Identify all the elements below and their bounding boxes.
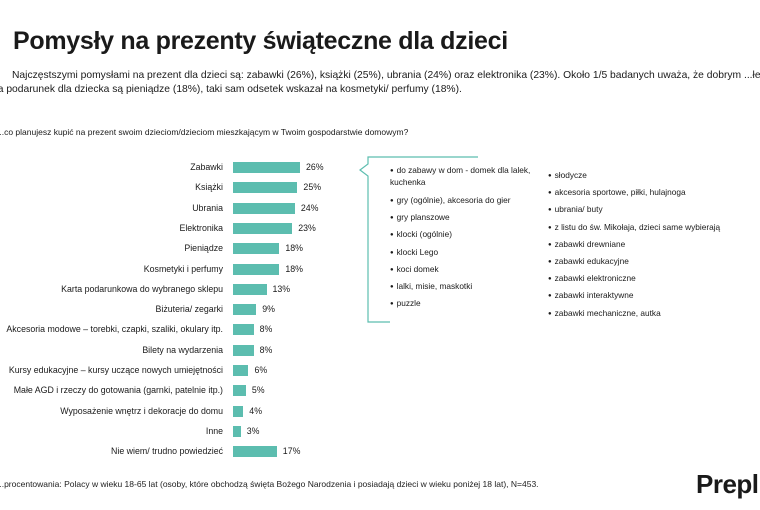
chart-row: Zabawki 26%	[0, 160, 360, 174]
chart-row: Pieniądze 18%	[0, 241, 360, 255]
value-label: 24%	[300, 202, 319, 213]
bar	[233, 243, 280, 255]
category-label: Książki	[195, 182, 223, 193]
bar	[233, 344, 254, 356]
detail-item: gry (ogólnie), akcesoria do gier	[390, 192, 545, 209]
bar	[233, 202, 295, 214]
value-label: 3%	[246, 425, 260, 436]
detail-item: zabawki interaktywne	[548, 287, 720, 304]
detail-item: gry planszowe	[390, 209, 545, 226]
details-column-1: do zabawy w dom - domek dla lalek, kuche…	[390, 165, 545, 312]
value-label: 8%	[259, 344, 273, 355]
category-label: Elektronika	[179, 222, 223, 233]
chart-row: Biżuteria/ zegarki 9%	[0, 302, 360, 316]
chart-row: Małe AGD i rzeczy do gotowania (garnki, …	[0, 383, 360, 397]
bar	[233, 425, 241, 437]
detail-item: zabawki elektroniczne	[548, 270, 720, 287]
survey-question: ...co planujesz kupić na prezent swoim d…	[0, 127, 409, 137]
category-label: Kursy edukacyjne – kursy uczące nowych u…	[8, 365, 223, 375]
category-label: Ubrania	[192, 202, 223, 213]
bar	[233, 324, 254, 336]
footnote: ...procentowania: Polacy w wieku 18-65 l…	[0, 479, 539, 489]
detail-item: klocki (ogólnie)	[390, 226, 545, 243]
category-label: Karta podarunkowa do wybranego sklepu	[61, 283, 223, 294]
value-label: 9%	[262, 304, 275, 315]
detail-item: słodycze	[548, 167, 720, 184]
value-label: 26%	[306, 162, 324, 172]
detail-item: akcesoria sportowe, piłki, hulajnoga	[548, 184, 720, 201]
bar	[233, 222, 293, 234]
details-column-2: słodycze akcesoria sportowe, piłki, hula…	[548, 167, 721, 322]
detail-item: do zabawy w dom - domek dla lalek, kuche…	[390, 165, 545, 188]
bar	[233, 385, 246, 397]
value-label: 18%	[285, 243, 303, 254]
page-title: Pomysły na prezenty świąteczne dla dziec…	[13, 27, 508, 55]
bar	[233, 405, 244, 417]
brand-logo: Prepl	[696, 469, 759, 499]
detail-item: zabawki mechaniczne, autka	[548, 305, 720, 322]
bar	[233, 182, 298, 194]
bar	[233, 304, 257, 316]
chart-row: Kosmetyki i perfumy 18%	[0, 262, 360, 276]
chart-row: Książki 25%	[0, 180, 360, 194]
bar	[233, 365, 249, 376]
chart-row: Bilety na wydarzenia 8%	[0, 343, 360, 357]
category-label: Kosmetyki i perfumy	[143, 263, 223, 274]
chart-row: Kursy edukacyjne – kursy uczące nowych u…	[0, 363, 360, 377]
value-label: 13%	[272, 283, 291, 294]
category-label: Akcesoria modowe – torebki, czapki, szal…	[6, 324, 223, 335]
detail-item: zabawki edukacyjne	[548, 253, 720, 270]
bar	[233, 283, 267, 295]
value-label: 6%	[254, 365, 268, 375]
category-label: Małe AGD i rzeczy do gotowania (garnki, …	[13, 385, 223, 396]
category-label: Pieniądze	[184, 243, 223, 254]
value-label: 8%	[259, 324, 273, 335]
value-label: 4%	[249, 405, 263, 416]
detail-item: lalki, misie, maskotki	[390, 278, 545, 295]
value-label: 5%	[251, 385, 265, 396]
bar	[233, 446, 277, 458]
bar	[233, 263, 280, 275]
category-label: Zabawki	[190, 162, 223, 172]
chart-row: Akcesoria modowe – torebki, czapki, szal…	[0, 322, 360, 336]
detail-item: klocki Lego	[390, 244, 545, 261]
category-label: Wyposażenie wnętrz i dekoracje do domu	[60, 405, 223, 416]
intro-text: Najczęstszymi pomysłami na prezent dla d…	[0, 70, 760, 95]
detail-item: puzzle	[390, 295, 545, 312]
chart-row: Wyposażenie wnętrz i dekoracje do domu 4%	[0, 404, 360, 418]
value-label: 17%	[282, 446, 301, 457]
category-label: Inne	[205, 425, 223, 436]
chart-row: Elektronika 23%	[0, 221, 360, 235]
category-label: Nie wiem/ trudno powiedzieć	[111, 446, 223, 457]
bar	[233, 162, 300, 173]
detail-item: koci domek	[390, 261, 545, 278]
value-label: 25%	[303, 182, 322, 193]
category-label: Bilety na wydarzenia	[142, 344, 223, 355]
chart-row: Karta podarunkowa do wybranego sklepu 13%	[0, 282, 360, 296]
category-label: Biżuteria/ zegarki	[155, 304, 223, 315]
detail-item: z listu do św. Mikołaja, dzieci same wyb…	[548, 219, 721, 236]
value-label: 18%	[285, 263, 303, 274]
detail-item: zabawki drewniane	[548, 236, 720, 253]
value-label: 23%	[298, 222, 316, 233]
chart-row: Nie wiem/ trudno powiedzieć 17%	[0, 444, 360, 458]
detail-item: ubrania/ buty	[548, 201, 720, 218]
chart-row: Ubrania 24%	[0, 201, 360, 215]
chart-row: Inne 3%	[0, 424, 360, 438]
